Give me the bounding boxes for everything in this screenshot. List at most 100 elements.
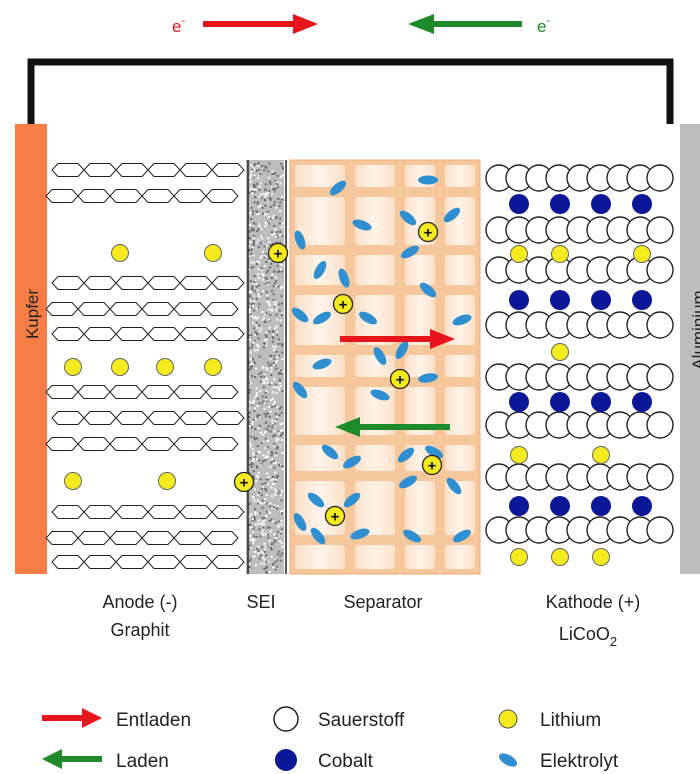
legend-lithium: Lithium — [498, 709, 601, 731]
separator-pore — [405, 295, 435, 345]
svg-text:+: + — [331, 509, 340, 526]
separator-pore — [405, 255, 435, 285]
graphite-hexagon — [211, 505, 245, 519]
graphite-hexagon — [211, 276, 245, 290]
graphite-hexagon — [83, 276, 117, 290]
electrolyte-molecule — [294, 230, 306, 250]
lithium-atom — [111, 244, 129, 262]
svg-text:+: + — [339, 297, 348, 314]
lithium-atom — [510, 245, 528, 263]
sei-layer — [246, 160, 287, 574]
svg-text:+: + — [396, 372, 405, 389]
svg-text:+: + — [428, 458, 437, 475]
graphite-hexagon — [141, 302, 175, 316]
lithium-atom — [111, 358, 129, 376]
graphite-hexagon — [45, 437, 79, 451]
lithium-ion: + — [267, 242, 289, 264]
graphite-hexagon — [173, 531, 207, 545]
cobalt-atom — [632, 194, 652, 214]
cobalt-atom — [509, 194, 529, 214]
oxygen-atom — [646, 216, 674, 244]
lithium-atom — [592, 548, 610, 566]
anode-label: Anode (-) — [102, 592, 177, 612]
electrolyte-molecule — [293, 513, 307, 531]
cobalt-atom — [591, 392, 611, 412]
electrolyte-molecule — [313, 261, 327, 279]
graphite-hexagon — [179, 555, 213, 569]
sei-label: SEI — [246, 592, 275, 612]
separator-pore — [355, 197, 395, 245]
separator-pore — [295, 197, 345, 245]
graphite-hexagon — [51, 327, 85, 341]
separator-pore — [445, 255, 475, 285]
cobalt-atom — [550, 392, 570, 412]
oxygen-atom — [646, 363, 674, 391]
graphite-hexagon — [115, 163, 149, 177]
graphite-hexagon — [115, 327, 149, 341]
graphite-hexagon — [147, 276, 181, 290]
graphite-hexagon — [115, 555, 149, 569]
lithium-atom — [64, 472, 82, 490]
electrolyte-molecule — [395, 341, 409, 359]
lithium-atom — [156, 358, 174, 376]
charge-ion-arrow — [335, 417, 450, 437]
cobalt-atom — [550, 290, 570, 310]
electrolyte-molecule — [397, 447, 415, 463]
graphite-hexagon — [51, 411, 85, 425]
svg-text:Entladen: Entladen — [116, 710, 191, 731]
graphite-hexagon — [45, 385, 79, 399]
aluminium-label: Aluminium — [689, 290, 700, 369]
separator-pore — [355, 481, 395, 535]
graphite-hexagon — [115, 276, 149, 290]
electrolyte-molecule — [321, 444, 339, 460]
svg-text:Laden: Laden — [116, 751, 169, 772]
svg-text:+: + — [424, 225, 433, 242]
electrolyte-molecule — [312, 358, 332, 370]
graphite-hexagon — [211, 163, 245, 177]
electrolyte-molecule — [446, 477, 462, 495]
graphite-hexagon — [211, 327, 245, 341]
graphite-hexagon — [51, 163, 85, 177]
oxygen-atom — [646, 463, 674, 491]
graphite-hexagon — [205, 189, 239, 203]
svg-text:+: + — [240, 475, 249, 492]
cobalt-atom — [509, 290, 529, 310]
electrolyte-molecule — [418, 373, 438, 383]
electrolyte-molecule — [307, 492, 325, 508]
copper-current-collector — [15, 124, 47, 574]
graphite-hexagon — [147, 411, 181, 425]
svg-text:Elektrolyt: Elektrolyt — [540, 751, 619, 772]
graphite-hexagon — [173, 385, 207, 399]
svg-text:Sauerstoff: Sauerstoff — [318, 710, 405, 731]
cobalt-atom — [550, 194, 570, 214]
discharge-ion-arrow — [340, 329, 455, 349]
lithium-atom — [510, 548, 528, 566]
legend-cobalt: Cobalt — [275, 749, 374, 772]
cobalt-atom — [632, 496, 652, 516]
svg-text:Lithium: Lithium — [540, 710, 601, 731]
graphite-hexagon — [77, 189, 111, 203]
separator-pore — [405, 481, 435, 535]
separator-pore — [355, 165, 395, 187]
electron-arrow-right — [203, 14, 318, 34]
oxygen-atom — [646, 311, 674, 339]
svg-text:Cobalt: Cobalt — [318, 751, 374, 772]
graphite-hexagon — [83, 163, 117, 177]
graphite-hexagon — [179, 276, 213, 290]
aluminium-current-collector — [680, 124, 700, 574]
cobalt-atom — [632, 290, 652, 310]
electrolyte-molecule — [443, 207, 461, 223]
graphite-hexagon — [179, 163, 213, 177]
graphite-hexagon — [109, 437, 143, 451]
graphite-hexagon — [141, 385, 175, 399]
oxygen-atom — [646, 164, 674, 192]
electrolyte-molecule — [310, 527, 326, 545]
legend-sauerstoff: Sauerstoff — [273, 706, 405, 732]
graphite-hexagon — [77, 385, 111, 399]
electrolyte-molecule — [399, 475, 417, 489]
electron-arrow-left — [408, 14, 522, 34]
separator-pore — [405, 387, 435, 435]
separator-pore — [445, 165, 475, 187]
graphite-hexagon — [83, 411, 117, 425]
